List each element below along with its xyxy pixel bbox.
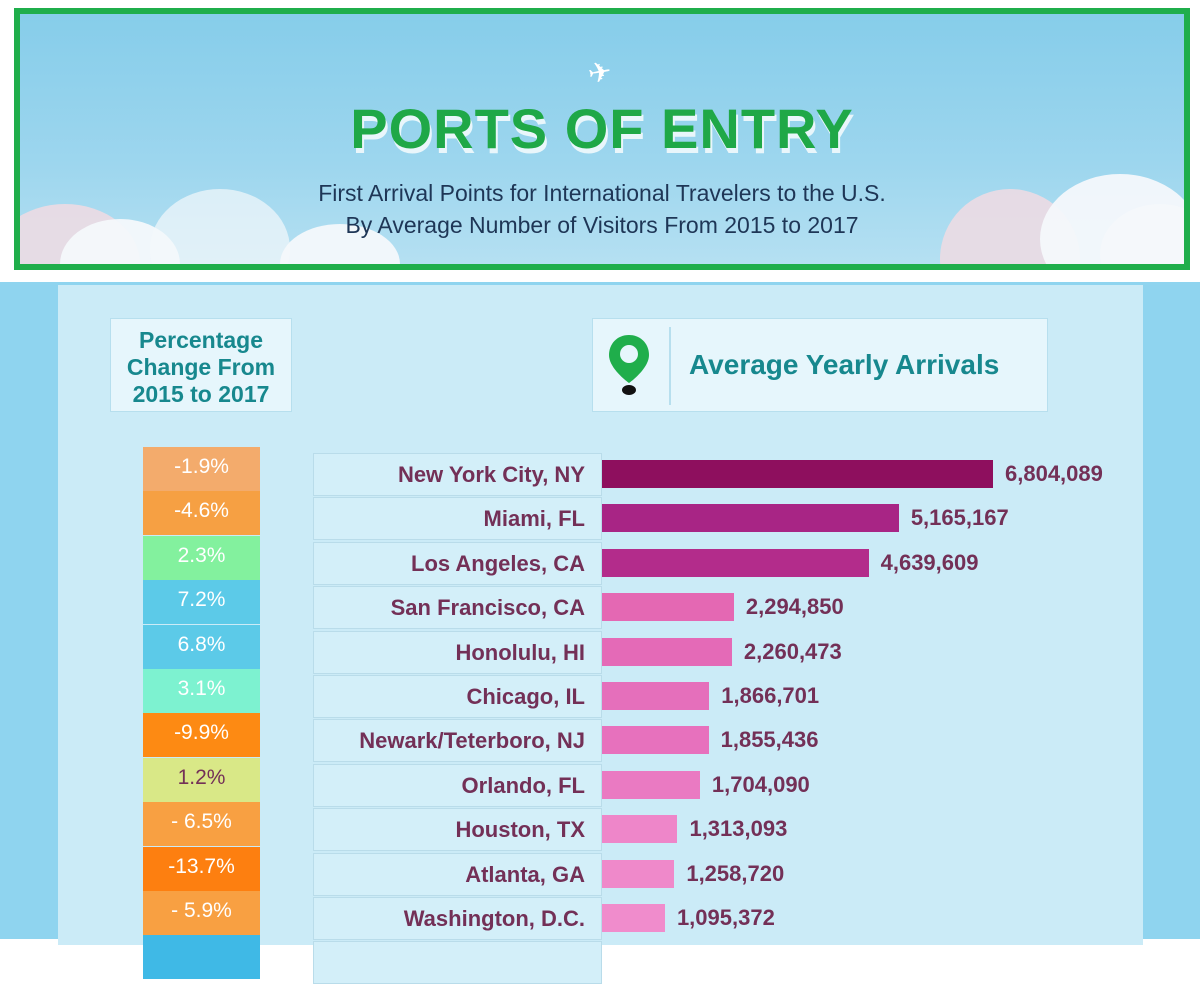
bar: [602, 637, 732, 666]
category-label: Honolulu, HI: [313, 630, 602, 674]
subtitle-line-1: First Arrival Points for International T…: [318, 180, 886, 206]
category-label: Washington, D.C.: [313, 897, 602, 940]
page-title: PORTS OF ENTRY: [350, 97, 854, 160]
category-label: Atlanta, GA: [313, 852, 602, 896]
category-label: Miami, FL: [313, 497, 602, 541]
value-label: 1,866,701: [721, 683, 820, 708]
value-label: 1,855,436: [720, 727, 819, 753]
category-label: Los Angeles, CA: [313, 541, 602, 585]
airplane-icon: ✈: [585, 55, 614, 90]
pct-header-line: Percentage: [138, 327, 263, 353]
pct-change-cell: -13.7%: [143, 846, 260, 891]
divider: [669, 327, 671, 405]
value-label: 1,704,090: [711, 771, 810, 797]
bar: [602, 726, 709, 755]
bar: [602, 548, 869, 577]
bar: [602, 904, 665, 932]
category-label: Chicago, IL: [313, 675, 602, 718]
bar: [602, 593, 734, 622]
bar: [602, 460, 993, 488]
value-label: 1,095,372: [676, 905, 775, 930]
category-label: New York City, NY: [313, 453, 602, 496]
arrivals-header: Average Yearly Arrivals: [592, 318, 1048, 412]
pct-change-cell: 7.2%: [143, 580, 260, 625]
pct-change-cell: 6.8%: [143, 624, 260, 669]
category-label: San Francisco, CA: [313, 586, 602, 630]
bar: [602, 682, 710, 710]
pct-change-cell: [143, 935, 260, 980]
value-label: 2,260,473: [743, 638, 842, 664]
pct-header-line: 2015 to 2017: [132, 381, 270, 407]
value-label: 5,165,167: [910, 505, 1009, 531]
value-label: 1,313,093: [689, 816, 788, 842]
category-label: Orlando, FL: [313, 763, 602, 807]
value-label: 6,804,089: [1005, 461, 1103, 486]
category-label: Newark/Teterboro, NJ: [313, 719, 602, 763]
value-label: 1,258,720: [686, 860, 785, 886]
value-label: 4,639,609: [880, 549, 979, 575]
arrivals-header-label: Average Yearly Arrivals: [689, 349, 1000, 380]
pct-header-line: Change From: [126, 354, 276, 380]
pct-change-cell: -4.6%: [143, 491, 260, 536]
category-label: Houston, TX: [313, 808, 602, 852]
bar: [602, 859, 675, 888]
pct-change-header: Percentage Change From 2015 to 2017: [110, 318, 292, 412]
bar: [602, 504, 899, 533]
pct-change-cell: 2.3%: [143, 535, 260, 580]
category-label: [313, 941, 602, 984]
pct-change-cell: - 6.5%: [143, 802, 260, 847]
subtitle-line-2: By Average Number of Visitors From 2015 …: [345, 212, 859, 238]
pct-change-cell: - 5.9%: [143, 891, 260, 935]
map-pin-icon: [609, 335, 649, 395]
bar: [602, 770, 700, 799]
header-banner: ✈ PORTS OF ENTRY First Arrival Points fo…: [14, 8, 1190, 270]
pct-change-cell: -1.9%: [143, 447, 260, 491]
pct-change-cell: -9.9%: [143, 713, 260, 758]
value-label: 2,294,850: [745, 594, 844, 620]
pct-change-cell: 1.2%: [143, 757, 260, 802]
pct-change-cell: 3.1%: [143, 669, 260, 713]
bar: [602, 815, 678, 844]
